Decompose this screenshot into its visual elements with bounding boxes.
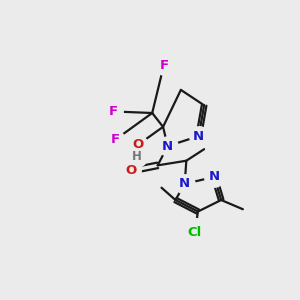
Text: F: F [110,134,120,146]
Text: F: F [159,59,168,72]
Text: Cl: Cl [188,226,202,239]
Text: H: H [132,150,142,164]
Text: N: N [162,140,173,153]
Text: N: N [193,130,204,142]
Text: N: N [208,170,220,183]
Text: F: F [109,105,118,118]
Text: O: O [133,138,144,151]
Text: O: O [125,164,136,177]
Text: N: N [179,177,190,190]
